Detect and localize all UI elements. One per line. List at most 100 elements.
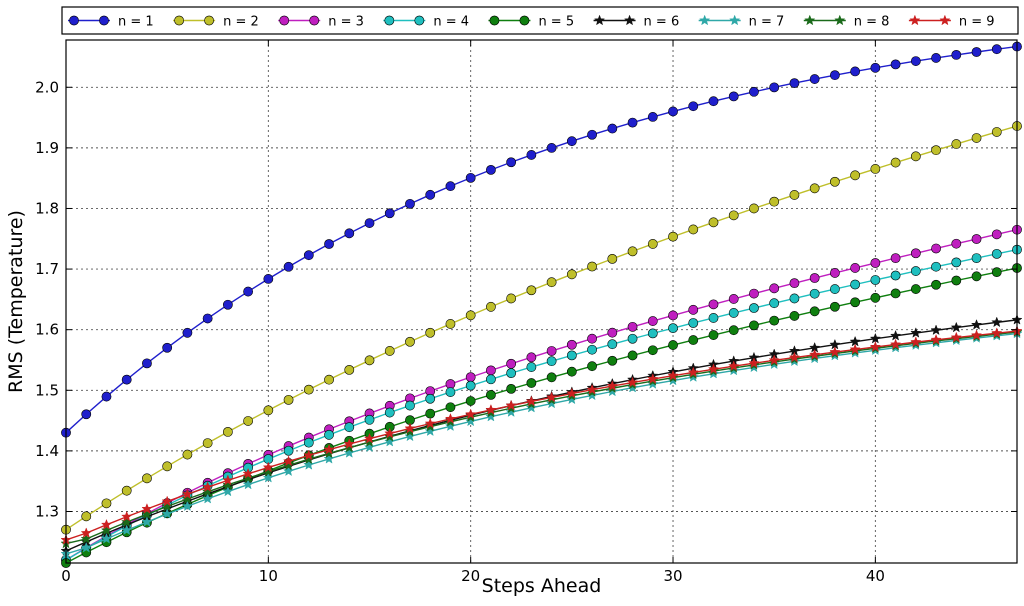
- series-1-point-20: [465, 172, 476, 183]
- series-4-point-27: [607, 339, 618, 350]
- series-9-point-2: [100, 518, 113, 530]
- series-9-point-36: [788, 351, 801, 363]
- series-2-point-29: [647, 239, 658, 249]
- series-8-point-13: [323, 447, 335, 459]
- series-1: [61, 41, 1022, 438]
- series-4-point-36: [789, 293, 800, 304]
- series-2-point-17: [405, 336, 415, 347]
- series-1-point-15: [364, 218, 375, 228]
- series-8-point-9: [242, 472, 254, 483]
- series-3-point-36: [789, 278, 800, 289]
- series-4-point-21: [486, 374, 496, 385]
- series-5-point-25: [566, 366, 577, 377]
- series-4-point-17: [405, 400, 415, 411]
- legend-item-1: n = 1: [68, 15, 154, 30]
- series-7-point-21: [485, 410, 497, 422]
- legend-marker-8-a: [804, 14, 816, 26]
- series-3-point-43: [931, 243, 941, 254]
- y-tick-label-2: 1.5: [35, 381, 59, 399]
- series-2-line: [65, 125, 1018, 531]
- series-1-point-10: [263, 274, 274, 284]
- series-1-point-22: [506, 157, 517, 168]
- series-7-point-23: [525, 401, 538, 413]
- series-5-point-32: [708, 330, 719, 340]
- legend-item-4: n = 4: [383, 15, 469, 30]
- series-4-point-43: [931, 261, 941, 272]
- series-9-point-42: [910, 336, 922, 347]
- legend-marker-9-a: [909, 14, 921, 26]
- series-1-point-40: [870, 62, 881, 73]
- series-2-point-39: [850, 170, 861, 181]
- series-5-point-46: [991, 267, 1002, 278]
- series-9-line: [65, 330, 1018, 541]
- series-9-point-45: [970, 329, 983, 341]
- legend-label-7: n = 7: [749, 15, 785, 30]
- series-9-point-1: [80, 527, 92, 538]
- series-9-point-22: [505, 399, 517, 411]
- series-8-point-7: [202, 485, 214, 497]
- series-7-point-7: [202, 492, 214, 504]
- series-6-point-46: [991, 316, 1003, 328]
- series-5-point-36: [789, 311, 800, 321]
- series-3-point-35: [769, 283, 780, 294]
- series-3-point-44: [951, 238, 962, 249]
- series-1-point-30: [668, 106, 678, 117]
- series-3-point-26: [587, 333, 597, 344]
- series-1-point-12: [303, 250, 314, 261]
- series-1-point-33: [728, 91, 739, 102]
- series-7-point-16: [384, 435, 396, 447]
- series-2-point-2: [101, 498, 112, 509]
- series-7-point-10: [262, 471, 274, 483]
- series-1-point-7: [202, 313, 213, 324]
- series-4-point-26: [587, 344, 597, 355]
- series-9-point-44: [950, 331, 962, 343]
- series-2-point-8: [222, 427, 233, 437]
- series-7-point-8: [222, 485, 234, 497]
- series-3-point-23: [526, 352, 537, 363]
- series-5-point-26: [587, 361, 597, 372]
- series-6-point-43: [930, 324, 942, 336]
- series-2-point-43: [931, 145, 941, 156]
- series-7-point-19: [444, 420, 457, 432]
- series-3-point-34: [749, 288, 759, 299]
- series-1-point-36: [789, 78, 800, 89]
- legend-marker-7-b: [729, 14, 741, 26]
- plot-frame: [65, 39, 1018, 564]
- series-1-point-24: [546, 143, 557, 153]
- series-4-point-30: [668, 323, 678, 334]
- series-1-point-28: [627, 117, 638, 128]
- series-5-point-20: [465, 396, 476, 406]
- series-7-point-27: [606, 385, 618, 397]
- series-4-point-20: [465, 380, 476, 391]
- series-4-point-44: [951, 257, 962, 268]
- series-9-point-21: [485, 404, 497, 415]
- series-5-point-21: [486, 389, 496, 400]
- series-9-point-31: [687, 366, 699, 378]
- series-2-point-33: [728, 210, 739, 221]
- series-5-point-28: [627, 350, 638, 361]
- legend-label-9: n = 9: [959, 15, 995, 30]
- y-tick-label-7: 2.0: [35, 78, 59, 96]
- legend-item-3: n = 3: [278, 15, 364, 30]
- series-2-point-16: [384, 346, 395, 356]
- series-8-point-10: [262, 465, 274, 477]
- series-9-point-12: [303, 449, 315, 461]
- series-1-point-11: [283, 261, 294, 272]
- series-5-point-30: [668, 340, 678, 350]
- series-5-point-37: [809, 306, 820, 317]
- x-tick-label-0: 0: [61, 567, 71, 585]
- series-1-point-2: [101, 391, 112, 402]
- series-5-point-27: [607, 355, 618, 366]
- series-2-point-27: [607, 253, 618, 264]
- series-7-point-14: [343, 447, 355, 458]
- series-4-point-28: [627, 333, 638, 344]
- series-4-point-23: [526, 362, 537, 372]
- series-4-point-16: [384, 407, 395, 418]
- y-axis-title: RMS (Temperature): [5, 210, 27, 393]
- series-4-point-31: [688, 318, 699, 328]
- series-9-point-9: [242, 467, 254, 479]
- y-tick-label-4: 1.7: [35, 260, 59, 278]
- series-4-point-33: [728, 308, 739, 318]
- series-4-point-24: [546, 356, 557, 367]
- series-9-point-43: [930, 333, 942, 345]
